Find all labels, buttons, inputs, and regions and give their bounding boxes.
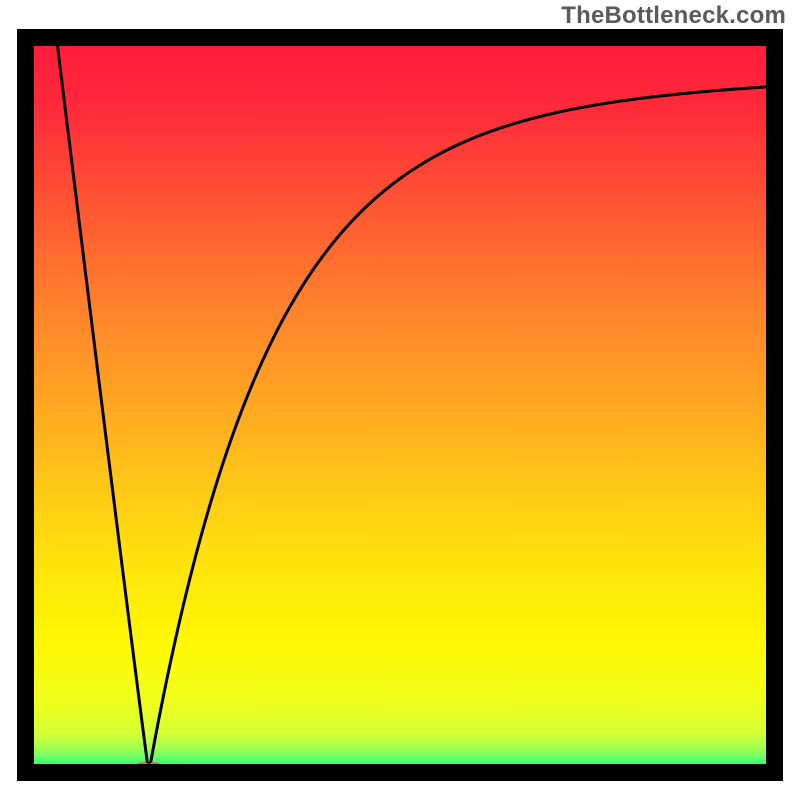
bottleneck-chart: [0, 0, 800, 800]
watermark-text: TheBottleneck.com: [561, 2, 786, 30]
root-container: { "watermark": { "text": "TheBottleneck.…: [0, 0, 800, 800]
gradient-background: [26, 38, 775, 773]
